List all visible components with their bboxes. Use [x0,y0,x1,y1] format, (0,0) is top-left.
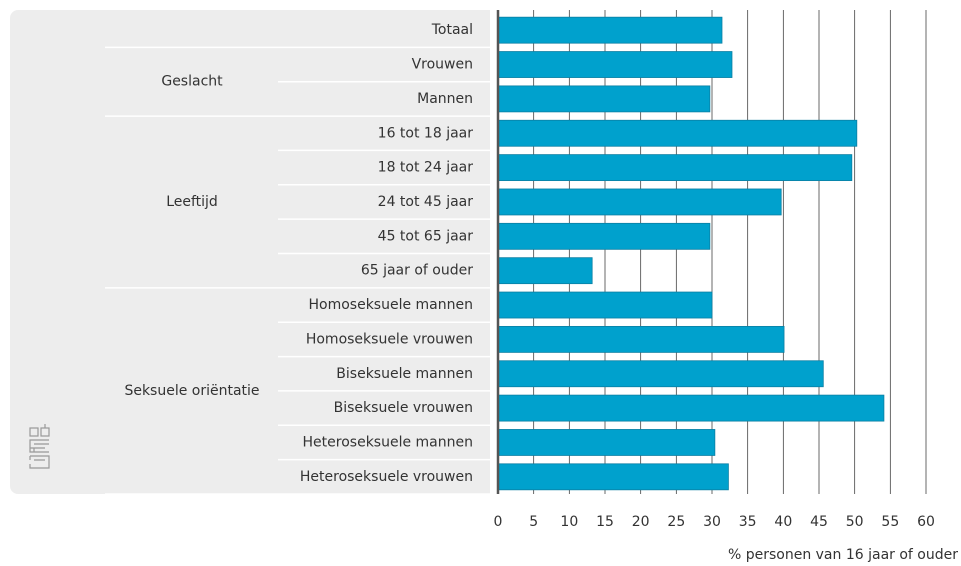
category-label: Biseksuele mannen [336,366,473,382]
category-label: 65 jaar of ouder [361,263,473,279]
category-label: Heteroseksuele mannen [303,434,473,450]
group-label: Geslacht [161,74,223,90]
x-tick-label: 25 [667,514,685,530]
category-label: 24 tot 45 jaar [378,194,474,210]
bar [497,119,858,147]
bar [497,154,853,182]
label-panel [10,10,510,494]
group-label: Seksuele oriëntatie [124,383,259,399]
category-label: 16 tot 18 jaar [378,125,474,141]
category-label: 18 tot 24 jaar [378,160,474,176]
bar [497,291,713,319]
category-label: Totaal [431,22,473,38]
x-tick-label: 15 [596,514,614,530]
bar [497,429,716,456]
x-tick-label: 0 [494,514,503,530]
category-label: 45 tot 65 jaar [378,228,474,244]
bar [497,85,711,113]
x-axis-label: % personen van 16 jaar of ouder [728,547,958,563]
x-tick-label: 35 [739,514,757,530]
x-tick-label: 50 [846,514,864,530]
bar [497,257,593,285]
x-tick-label: 55 [881,514,899,530]
category-label: Homoseksuele mannen [309,297,474,313]
x-tick-label: 5 [529,514,538,530]
x-tick-label: 30 [703,514,721,530]
category-label: Heteroseksuele vrouwen [300,469,473,485]
bar [497,16,723,44]
group-label: Leeftijd [166,194,218,210]
bar [497,51,733,78]
bar [497,394,885,422]
x-tick-label: 45 [810,514,828,530]
x-tick-label: 60 [917,514,935,530]
bar [497,188,782,216]
x-tick-label: 20 [632,514,650,530]
category-label: Homoseksuele vrouwen [306,331,473,347]
category-label: Biseksuele vrouwen [334,400,473,416]
category-label: Mannen [417,91,473,107]
bar [497,222,711,250]
bar [497,463,729,491]
x-tick-label: 40 [774,514,792,530]
bar [497,360,824,388]
bar [497,325,785,353]
x-tick-label: 10 [560,514,578,530]
category-label: Vrouwen [412,57,473,73]
cbs-logo [29,424,50,469]
